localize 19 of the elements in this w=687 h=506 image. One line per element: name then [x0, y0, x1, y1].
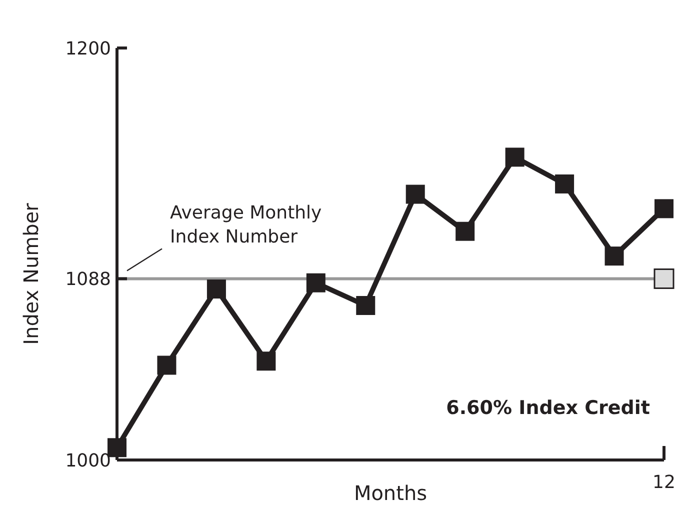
- x-axis-title: Months: [354, 481, 428, 505]
- y-tick-label: 1088: [65, 269, 111, 290]
- y-axis-title: Index Number: [19, 202, 43, 345]
- y-tick-label: 1200: [65, 38, 111, 60]
- point: [604, 246, 624, 266]
- point: [306, 273, 326, 292]
- point: [456, 222, 475, 241]
- point: [356, 296, 376, 315]
- y-tick-label: 1000: [65, 450, 111, 472]
- point: [256, 352, 276, 371]
- point: [555, 174, 574, 194]
- ref-line-label: Average Monthly Index Number: [170, 202, 322, 248]
- point: [505, 148, 524, 167]
- x-tick-label: 12: [652, 472, 676, 493]
- annotation: 6.60% Index Credit: [446, 397, 650, 419]
- point: [157, 356, 176, 375]
- point: [654, 199, 674, 218]
- point: [206, 280, 226, 299]
- point: [406, 184, 425, 204]
